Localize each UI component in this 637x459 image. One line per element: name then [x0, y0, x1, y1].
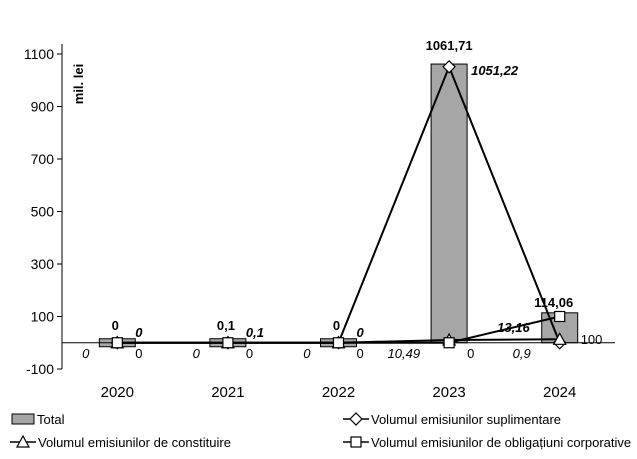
data-label-constituire: 0 [303, 346, 311, 361]
data-label-suplimentare: 0 [357, 325, 365, 340]
marker-square-2022 [332, 337, 345, 349]
marker-square-2020 [111, 337, 123, 349]
data-label-extra: 0,9 [513, 346, 531, 361]
data-label-obligatiuni: 0 [357, 346, 364, 361]
legend-label: Volumul emisiunilor suplimentare [371, 412, 561, 427]
marker-diamond-2023 [442, 59, 456, 74]
data-label-constituire: 13,16 [497, 320, 530, 335]
bar-total-2023 [430, 63, 468, 344]
marker-square-2023 [443, 337, 455, 349]
y-tick-label: -100 [26, 361, 54, 377]
data-label-suplimentare: 0 [135, 325, 143, 340]
legend-label: Total [37, 412, 65, 427]
data-label-constituire: 10,49 [388, 346, 421, 361]
legend-swatch-total [11, 413, 35, 425]
data-label-total: 0 [112, 318, 119, 333]
data-label-obligatiuni: 100 [581, 332, 603, 347]
x-tick-label: 2020 [101, 384, 134, 401]
data-label-constituire: 0 [82, 346, 90, 361]
legend-label: Volumul emisiunilor de obligațiuni corpo… [371, 435, 631, 450]
data-label-obligatiuni: 0 [246, 346, 253, 361]
x-tick-label: 2022 [322, 384, 355, 401]
data-label-suplimentare: 1051,22 [471, 63, 519, 78]
data-label-obligatiuni: 0 [135, 346, 142, 361]
legend-marker-square [350, 436, 362, 448]
y-tick-label: 1100 [24, 46, 54, 62]
line-diamond [117, 64, 561, 344]
data-label-obligatiuni: 0 [467, 346, 474, 361]
data-label-total: 0 [333, 318, 340, 333]
x-tick-label: 2023 [432, 384, 465, 401]
legend-label: Volumul emisiunilor de constituire [38, 435, 231, 450]
data-label-constituire: 0 [193, 346, 201, 361]
data-label-total: 1061,71 [426, 38, 473, 53]
legend-marker-diamond [349, 412, 363, 426]
x-tick-label: 2021 [211, 384, 244, 401]
y-tick-label: 700 [31, 151, 55, 167]
marker-triangle-2024 [552, 332, 567, 345]
x-tick-label: 2024 [543, 384, 576, 401]
marker-square-2021 [222, 337, 234, 349]
data-label-total: 0,1 [217, 318, 235, 333]
y-axis-label: mil. lei [71, 64, 86, 104]
legend-marker-triangle [15, 434, 31, 448]
data-label-suplimentare: 0,1 [246, 325, 264, 340]
y-tick-label: 900 [31, 99, 55, 115]
data-label-total: 114,06 [534, 295, 573, 310]
y-tick-label: 300 [31, 256, 55, 272]
y-tick-label: 500 [31, 204, 55, 220]
marker-square-2024 [554, 310, 566, 323]
y-tick-label: 100 [31, 309, 55, 325]
